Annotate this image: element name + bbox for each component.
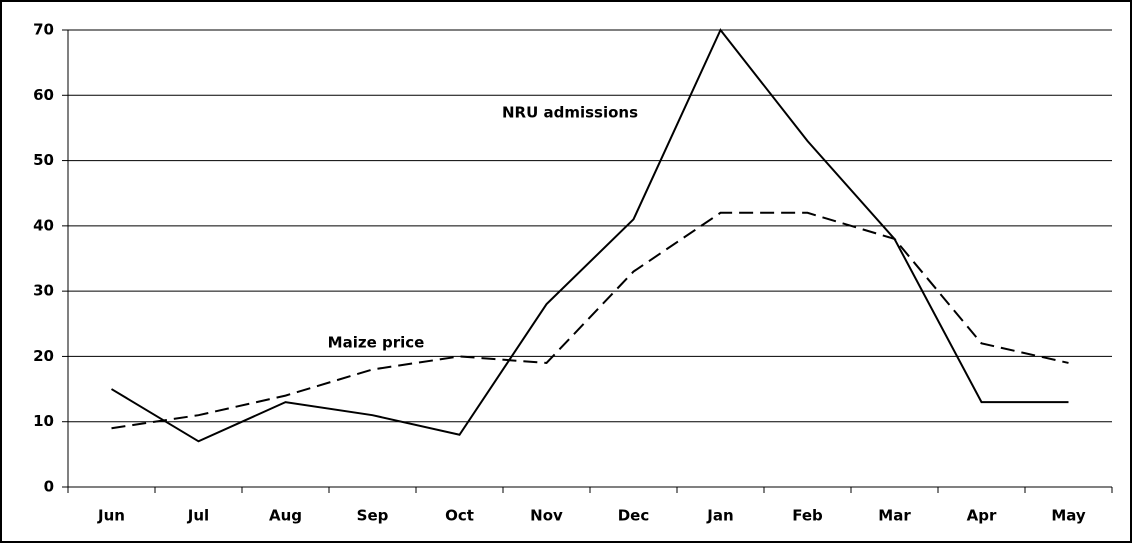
y-tick-label: 20 (33, 347, 54, 365)
x-tick-label: Jan (706, 507, 733, 525)
x-tick-label: Oct (445, 507, 474, 525)
y-tick-label: 40 (33, 216, 54, 234)
x-tick-label: Feb (792, 507, 823, 525)
y-tick-label: 30 (33, 282, 54, 300)
x-tick-label: Apr (967, 507, 997, 525)
x-tick-label: Mar (878, 507, 911, 525)
x-tick-label: Dec (618, 507, 650, 525)
y-tick-label: 60 (33, 86, 54, 104)
x-tick-label: Jul (187, 507, 209, 525)
x-tick-label: Nov (530, 507, 563, 525)
y-tick-label: 10 (33, 412, 54, 430)
series-label: Maize price (328, 334, 425, 352)
x-tick-label: Jun (97, 507, 125, 525)
series-line (111, 211, 1069, 430)
series-label: NRU admissions (502, 104, 638, 122)
y-tick-label: 0 (44, 478, 54, 496)
x-tick-label: Sep (357, 507, 389, 525)
x-tick-label: May (1051, 507, 1086, 525)
y-tick-label: 70 (33, 21, 54, 39)
series-line (110, 28, 1069, 443)
y-tick-label: 50 (33, 151, 54, 169)
x-tick-label: Aug (269, 507, 302, 525)
